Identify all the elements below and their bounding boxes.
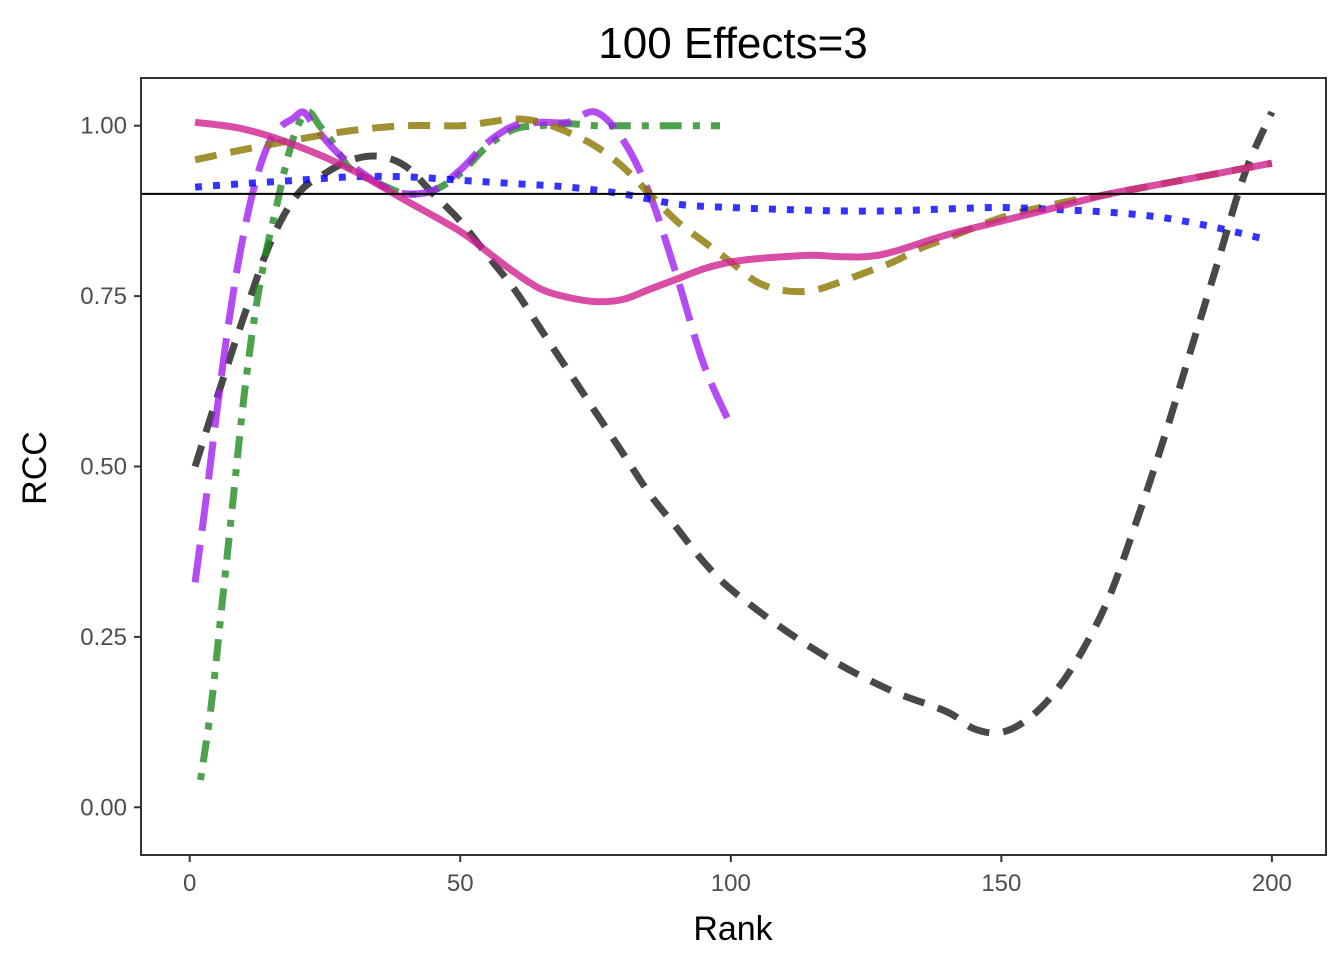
- y-tick-label: 0.50: [80, 454, 127, 481]
- x-tick-label: 0: [183, 870, 196, 897]
- y-tick-label: 0.75: [80, 283, 127, 310]
- chart-title: 100 Effects=3: [598, 19, 868, 68]
- y-tick-label: 0.00: [80, 794, 127, 821]
- series-line-magenta-solid: [194, 118, 1273, 306]
- y-tick-label: 0.25: [80, 624, 127, 651]
- y-axis-label: RCC: [16, 431, 54, 505]
- y-axis: 0.00 0.25 0.50 0.75 1.00: [80, 113, 141, 821]
- series-line-green-dotdash: [197, 108, 720, 781]
- x-tick-label: 200: [1252, 870, 1292, 897]
- y-tick-label: 1.00: [80, 113, 127, 140]
- x-axis: 0 50 100 150 200: [183, 855, 1292, 897]
- x-tick-label: 100: [711, 870, 751, 897]
- x-axis-label: Rank: [693, 910, 773, 948]
- series-layer: [191, 108, 1276, 781]
- x-tick-label: 150: [981, 870, 1021, 897]
- x-tick-label: 50: [447, 870, 474, 897]
- series-line-black-dashed: [191, 110, 1276, 737]
- series-line-olive-dashed: [194, 115, 1273, 296]
- series-line-blue-dotted: [194, 172, 1262, 242]
